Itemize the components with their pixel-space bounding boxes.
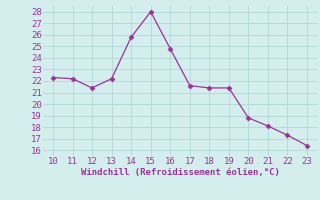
X-axis label: Windchill (Refroidissement éolien,°C): Windchill (Refroidissement éolien,°C) (81, 168, 279, 177)
